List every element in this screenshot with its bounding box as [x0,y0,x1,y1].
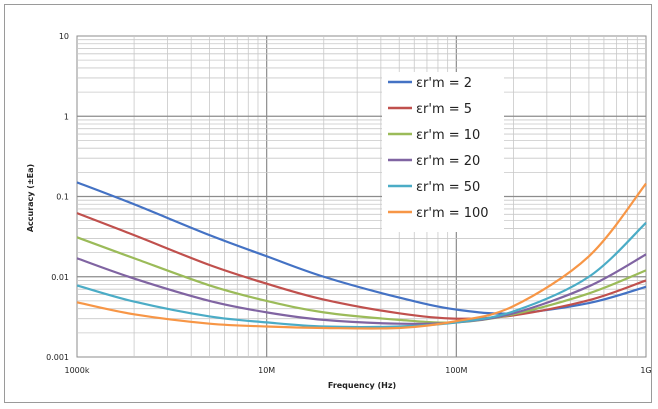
x-tick-label: 100M [445,366,467,375]
y-axis-title: Accuracy (±Ea) [26,164,35,232]
legend-label: εr'm = 50 [416,180,480,195]
series-line-6 [76,182,647,330]
legend-label: εr'm = 5 [416,102,472,117]
y-tick-label: 0.1 [56,193,69,202]
x-tick-label: 10M [258,366,275,375]
legend-label: εr'm = 20 [416,154,480,169]
legend-background [382,72,504,232]
x-tick-label: 1000k [65,366,90,375]
legend-label: εr'm = 100 [416,206,489,221]
series-line-4 [76,253,647,326]
legend-label: εr'm = 10 [416,128,480,143]
legend-label: εr'm = 2 [416,76,472,91]
series-lines [76,181,647,330]
series-line-5 [76,222,647,329]
y-tick-label: 1 [64,112,69,121]
series-line-2 [76,212,647,320]
x-axis-title: Frequency (Hz) [328,381,396,390]
series-line-3 [76,236,647,324]
x-tick-label: 1G [640,366,651,375]
y-tick-label: 10 [59,32,69,41]
y-tick-label: 0.01 [51,273,69,282]
legend: εr'm = 2 εr'm = 5 εr'm = 10 εr'm = 20 εr'm =… [382,72,504,232]
tick-labels: 1000k 10M 100M 1G 0.001 0.01 0.1 1 10 [46,32,652,375]
y-tick-label: 0.001 [46,353,69,362]
